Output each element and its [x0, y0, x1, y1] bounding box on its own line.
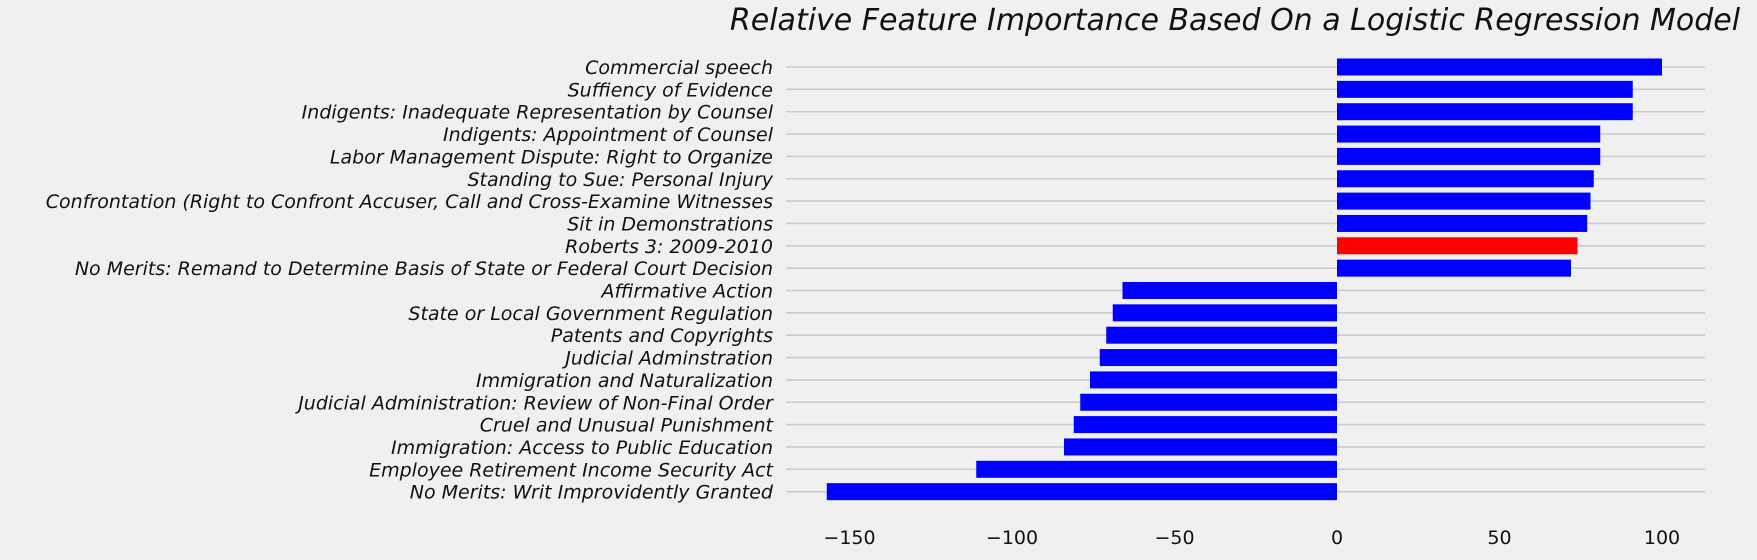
category-label: Patents and Copyrights	[551, 325, 773, 347]
category-label: Labor Management Dispute: Right to Organ…	[330, 146, 773, 168]
bar	[1337, 125, 1601, 143]
x-tick-label: −150	[823, 527, 875, 549]
category-label: Judicial Adminstration	[561, 348, 773, 370]
category-label: Roberts 3: 2009-2010	[565, 236, 773, 258]
bar	[1337, 80, 1633, 98]
bar	[1337, 214, 1588, 232]
category-label: Suffiency of Evidence	[568, 79, 773, 101]
category-label: Cruel and Unusual Punishment	[480, 415, 775, 437]
bar	[1337, 58, 1662, 76]
x-tick-label: −100	[986, 527, 1038, 549]
category-label: Confrontation (Right to Confront Accuser…	[46, 191, 773, 213]
bars	[826, 58, 1662, 501]
x-tick-label: 0	[1331, 527, 1343, 549]
bar	[1337, 147, 1601, 165]
chart-title: Relative Feature Importance Based On a L…	[730, 3, 1741, 38]
x-tick-labels: −150 −100 −50 0 50 100	[823, 527, 1680, 549]
bar	[1337, 103, 1633, 121]
category-label: Affirmative Action	[600, 281, 774, 303]
bar	[1122, 282, 1337, 299]
bar	[1073, 416, 1337, 434]
bar	[1337, 170, 1594, 188]
category-label: Employee Retirement Income Security Act	[369, 459, 774, 481]
x-tick-label: 50	[1487, 527, 1511, 549]
category-label: Immigration: Access to Public Education	[391, 437, 773, 459]
bar	[1106, 326, 1337, 344]
bar	[1337, 192, 1591, 210]
category-label: No Merits: Writ Improvidently Granted	[410, 482, 774, 504]
category-label: Commercial speech	[585, 57, 773, 79]
bar	[1112, 304, 1337, 322]
x-tick-label: −50	[1154, 527, 1194, 549]
x-tick-label: 100	[1644, 527, 1680, 549]
category-label: Standing to Sue: Personal Injury	[467, 169, 773, 191]
category-label: State or Local Government Regulation	[408, 303, 773, 325]
bar	[1080, 393, 1337, 411]
bar	[1337, 259, 1571, 277]
bar	[1337, 237, 1578, 255]
category-label: Immigration and Naturalization	[476, 370, 773, 392]
bar	[1090, 371, 1337, 389]
bar	[826, 483, 1337, 501]
bar	[1099, 349, 1337, 367]
bar	[976, 460, 1337, 478]
category-label: Judicial Administration: Review of Non-F…	[294, 392, 774, 414]
bar	[1064, 438, 1337, 456]
category-label: Indigents: Appointment of Counsel	[443, 124, 774, 146]
category-label: Sit in Demonstrations	[567, 213, 773, 235]
category-label: Indigents: Inadequate Representation by …	[302, 102, 774, 124]
category-label: No Merits: Remand to Determine Basis of …	[75, 258, 773, 280]
